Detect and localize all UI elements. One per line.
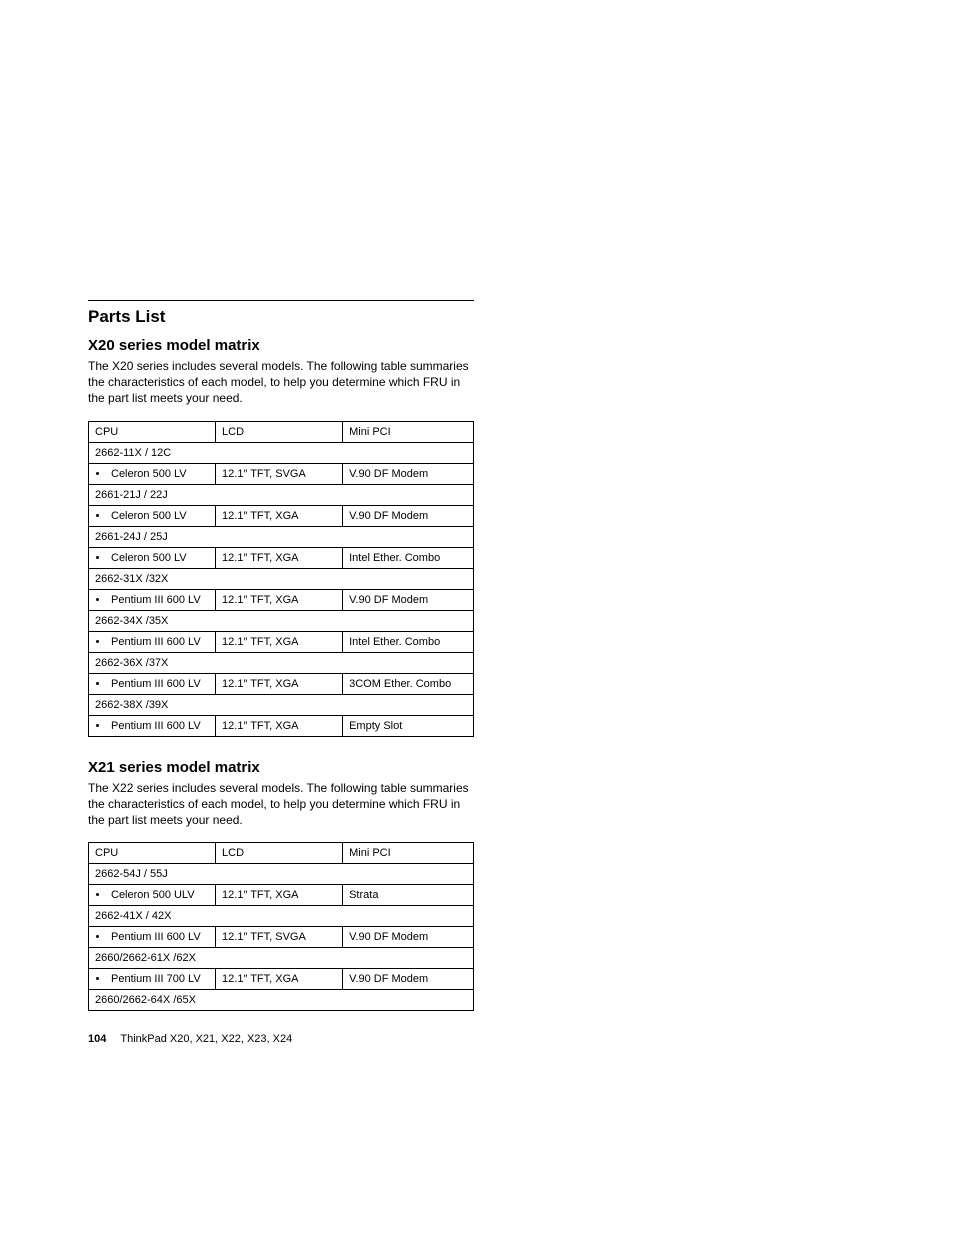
group-cell: 2661-21J / 22J [89,484,474,505]
lcd-cell: 12.1″ TFT, XGA [216,589,343,610]
col-cpu: CPU [89,843,216,864]
mini-cell: V.90 DF Modem [343,505,474,526]
lcd-cell: 12.1″ TFT, SVGA [216,927,343,948]
table-group-row: 2662-41X / 42X [89,906,474,927]
lcd-cell: 12.1″ TFT, XGA [216,969,343,990]
group-cell: 2662-11X / 12C [89,442,474,463]
group-cell: 2660/2662-64X /65X [89,990,474,1011]
group-cell: 2662-41X / 42X [89,906,474,927]
mini-cell: Strata [343,885,474,906]
table-row: Celeron 500 LV 12.1″ TFT, XGAV.90 DF Mode… [89,505,474,526]
table-row: Celeron 500 LV 12.1″ TFT, XGAIntel Ether.… [89,547,474,568]
mini-cell: Empty Slot [343,715,474,736]
col-mini: Mini PCI [343,843,474,864]
x20-table: CPU LCD Mini PCI 2662-11X / 12CCeleron 5… [88,421,474,737]
table-group-row: 2660/2662-61X /62X [89,948,474,969]
mini-cell: V.90 DF Modem [343,927,474,948]
table-row: Pentium III 600 LV 12.1″ TFT, XGAIntel Et… [89,631,474,652]
cpu-item: Pentium III 600 LV [109,636,209,648]
cpu-item: Pentium III 600 LV [109,720,209,732]
x20-tbody: 2662-11X / 12C Celeron 500 LV 12.1″ TFT, S… [89,442,474,736]
lcd-cell: 12.1″ TFT, XGA [216,885,343,906]
lcd-cell: 12.1″ TFT, XGA [216,547,343,568]
cpu-item: Celeron 500 LV [109,552,209,564]
mini-cell: V.90 DF Modem [343,463,474,484]
lcd-cell: 12.1″ TFT, SVGA [216,463,343,484]
table-row: Pentium III 600 LV 12.1″ TFT, XGA3COM Eth… [89,673,474,694]
cpu-item: Celeron 500 LV [109,468,209,480]
table-group-row: 2662-38X /39X [89,694,474,715]
mini-cell: Intel Ether. Combo [343,631,474,652]
cpu-cell: Pentium III 700 LV [89,969,216,990]
cpu-cell: Celeron 500 LV [89,547,216,568]
group-cell: 2662-31X /32X [89,568,474,589]
table-group-row: 2662-31X /32X [89,568,474,589]
page-number: 104 [88,1033,106,1045]
x21-table: CPU LCD Mini PCI 2662-54J / 55JCeleron 5… [88,842,474,1011]
table-group-row: 2662-34X /35X [89,610,474,631]
group-cell: 2662-54J / 55J [89,864,474,885]
table-row: Pentium III 700 LV 12.1″ TFT, XGAV.90 DF … [89,969,474,990]
cpu-cell: Pentium III 600 LV [89,589,216,610]
table-group-row: 2661-21J / 22J [89,484,474,505]
x21-intro: The X22 series includes several models. … [88,780,474,829]
x20-intro: The X20 series includes several models. … [88,358,474,407]
table-group-row: 2660/2662-64X /65X [89,990,474,1011]
cpu-cell: Celeron 500 ULV [89,885,216,906]
mini-cell: V.90 DF Modem [343,969,474,990]
cpu-cell: Pentium III 600 LV [89,673,216,694]
cpu-item: Pentium III 600 LV [109,678,209,690]
mini-cell: Intel Ether. Combo [343,547,474,568]
cpu-item: Pentium III 700 LV [109,973,209,985]
parts-list-heading: Parts List [88,307,474,327]
lcd-cell: 12.1″ TFT, XGA [216,505,343,526]
x20-heading: X20 series model matrix [88,337,474,354]
table-header-row: CPU LCD Mini PCI [89,843,474,864]
cpu-item: Celeron 500 ULV [109,889,209,901]
table-row: Celeron 500 LV 12.1″ TFT, SVGAV.90 DF Mod… [89,463,474,484]
col-mini: Mini PCI [343,421,474,442]
cpu-cell: Celeron 500 LV [89,505,216,526]
group-cell: 2662-36X /37X [89,652,474,673]
table-row: Pentium III 600 LV 12.1″ TFT, XGAV.90 DF … [89,589,474,610]
lcd-cell: 12.1″ TFT, XGA [216,631,343,652]
group-cell: 2662-38X /39X [89,694,474,715]
cpu-item: Pentium III 600 LV [109,594,209,606]
col-lcd: LCD [216,843,343,864]
cpu-item: Pentium III 600 LV [109,931,209,943]
footer-text: ThinkPad X20, X21, X22, X23, X24 [120,1033,292,1045]
cpu-cell: Pentium III 600 LV [89,927,216,948]
lcd-cell: 12.1″ TFT, XGA [216,673,343,694]
mini-cell: 3COM Ether. Combo [343,673,474,694]
x21-tbody: 2662-54J / 55J Celeron 500 ULV 12.1″ TFT, … [89,864,474,1011]
page-footer: 104 ThinkPad X20, X21, X22, X23, X24 [88,1033,474,1045]
table-group-row: 2662-54J / 55J [89,864,474,885]
group-cell: 2661-24J / 25J [89,526,474,547]
cpu-cell: Pentium III 600 LV [89,631,216,652]
group-cell: 2660/2662-61X /62X [89,948,474,969]
group-cell: 2662-34X /35X [89,610,474,631]
cpu-cell: Pentium III 600 LV [89,715,216,736]
section-rule [88,300,474,301]
table-group-row: 2661-24J / 25J [89,526,474,547]
mini-cell: V.90 DF Modem [343,589,474,610]
col-cpu: CPU [89,421,216,442]
table-group-row: 2662-11X / 12C [89,442,474,463]
table-row: Pentium III 600 LV 12.1″ TFT, XGAEmpty Sl… [89,715,474,736]
cpu-item: Celeron 500 LV [109,510,209,522]
table-row: Celeron 500 ULV 12.1″ TFT, XGAStrata [89,885,474,906]
table-group-row: 2662-36X /37X [89,652,474,673]
x21-heading: X21 series model matrix [88,759,474,776]
lcd-cell: 12.1″ TFT, XGA [216,715,343,736]
col-lcd: LCD [216,421,343,442]
cpu-cell: Celeron 500 LV [89,463,216,484]
table-header-row: CPU LCD Mini PCI [89,421,474,442]
table-row: Pentium III 600 LV 12.1″ TFT, SVGAV.90 DF… [89,927,474,948]
